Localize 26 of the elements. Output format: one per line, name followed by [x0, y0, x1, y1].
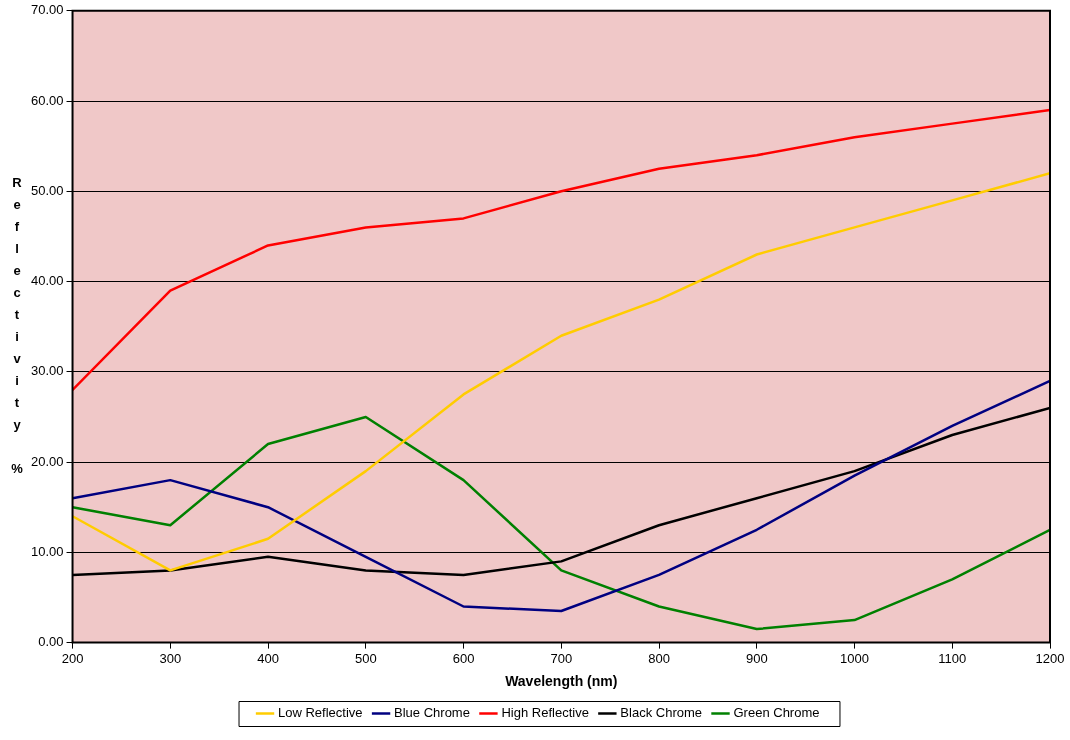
x-tick-label: 1100: [938, 650, 967, 666]
x-tick-label: 200: [61, 650, 84, 666]
x-tick-label: 900: [745, 650, 768, 666]
y-tick-label: 70.00: [30, 2, 64, 18]
y-tick-label: 10.00: [30, 543, 64, 559]
y-tick-label: 50.00: [30, 182, 64, 198]
y-tick-label: 20.00: [30, 453, 64, 469]
legend-label: Low Reflective: [278, 705, 363, 721]
legend-label: Blue Chrome: [394, 705, 470, 721]
y-tick-label: 0.00: [38, 634, 64, 650]
legend-label: Green Chrome: [733, 705, 820, 721]
x-tick-label: 300: [159, 650, 182, 666]
y-tick-label: 40.00: [30, 273, 64, 289]
x-tick-label: 700: [550, 650, 573, 666]
x-tick-label: 1200: [1035, 650, 1065, 666]
y-tick-label: 60.00: [30, 92, 64, 108]
legend-label: Black Chrome: [620, 705, 702, 721]
x-tick-label: 600: [452, 650, 475, 666]
x-tick-label: 800: [648, 650, 670, 666]
legend-label: High Reflective: [501, 705, 589, 721]
x-tick-label: 500: [354, 650, 377, 666]
x-tick-label: 1000: [840, 650, 869, 666]
y-tick-label: 30.00: [30, 363, 64, 379]
x-tick-label: 400: [257, 650, 279, 666]
text: Reflectivity %: [11, 175, 23, 477]
x-axis-title: Wavelength (nm): [505, 673, 618, 690]
